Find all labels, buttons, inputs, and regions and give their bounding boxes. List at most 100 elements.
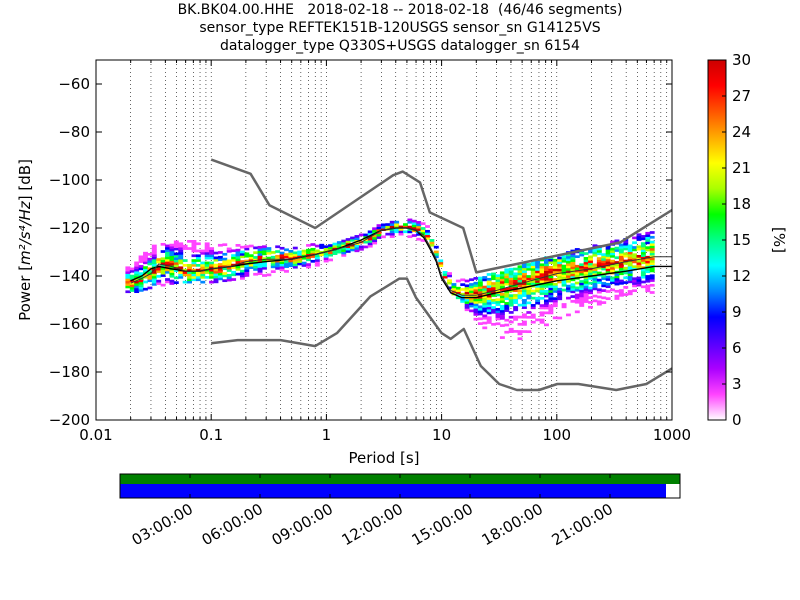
density-cell <box>204 264 210 267</box>
density-cell <box>557 261 563 265</box>
curves <box>130 158 672 392</box>
density-cell <box>420 222 426 226</box>
density-cell <box>592 285 598 288</box>
density-cell <box>636 276 642 280</box>
density-cell <box>380 223 386 227</box>
density-cell <box>169 248 175 252</box>
density-cell <box>151 273 157 277</box>
y-tick-label: −100 <box>49 171 90 189</box>
density-cell <box>517 296 523 300</box>
density-cell <box>632 282 638 285</box>
density-cell <box>645 279 651 283</box>
density-cell <box>543 277 549 281</box>
density-cell <box>614 282 620 286</box>
density-cell <box>279 263 285 267</box>
density-cell <box>416 225 422 229</box>
density-cell <box>323 254 329 258</box>
density-cell <box>151 247 157 250</box>
density-cell <box>632 265 638 269</box>
density-cell <box>583 261 589 265</box>
density-cell <box>217 243 223 247</box>
density-cell <box>508 267 514 271</box>
density-cell <box>614 297 620 300</box>
density-cell <box>143 287 148 291</box>
density-cell <box>134 263 140 267</box>
density-cell <box>301 249 307 253</box>
density-cell <box>649 276 655 280</box>
density-cell <box>447 274 452 278</box>
density-cell <box>499 295 505 299</box>
density-cell <box>209 252 215 255</box>
density-cell <box>235 265 241 269</box>
density-cell <box>574 296 580 299</box>
density-cell <box>257 267 263 271</box>
density-cell <box>143 280 148 284</box>
density-cell <box>288 249 294 253</box>
density-cell <box>425 229 430 233</box>
density-cell <box>601 277 607 280</box>
x-tick-label: 0.01 <box>79 426 112 444</box>
density-cell <box>266 247 272 250</box>
density-cell <box>610 281 615 285</box>
density-cell <box>605 266 611 269</box>
density-cell <box>632 248 638 252</box>
density-cell <box>389 230 395 234</box>
density-cell <box>433 253 439 256</box>
density-cell <box>310 259 316 263</box>
density-cell <box>579 299 585 303</box>
density-cell <box>495 283 501 287</box>
density-cell <box>596 257 602 260</box>
colorbar-tick-label: 24 <box>732 123 751 141</box>
density-cell <box>601 253 607 256</box>
density-cell <box>257 265 263 268</box>
density-cell <box>588 291 593 295</box>
density-cell <box>253 268 259 271</box>
density-cell <box>156 279 162 283</box>
density-cell <box>552 270 558 274</box>
density-cell <box>169 282 175 285</box>
density-cell <box>486 282 492 286</box>
density-cell <box>191 242 197 246</box>
density-cell <box>504 309 510 312</box>
density-cell <box>477 283 483 287</box>
density-cell <box>561 255 567 258</box>
density-cell <box>579 287 585 291</box>
density-cell <box>156 267 162 271</box>
density-cell <box>521 303 527 307</box>
density-cell <box>579 301 585 305</box>
density-cell <box>429 243 435 247</box>
density-cell <box>623 271 629 275</box>
density-cell <box>592 263 598 267</box>
density-cell <box>482 316 488 320</box>
density-cell <box>182 268 188 272</box>
density-cell <box>535 272 541 276</box>
density-cell <box>262 264 267 268</box>
density-cell <box>332 247 338 251</box>
density-cell <box>147 279 153 283</box>
density-cell <box>596 247 602 251</box>
density-cell <box>380 235 386 239</box>
density-cell <box>178 271 184 274</box>
density-cell <box>561 257 567 261</box>
density-cell <box>601 284 607 288</box>
density-cell <box>169 279 175 283</box>
density-cell <box>213 273 219 276</box>
y-tick-label: −160 <box>49 315 90 333</box>
density-cell <box>469 285 474 289</box>
density-cell <box>204 266 210 270</box>
density-cell <box>486 294 492 298</box>
density-cell <box>526 275 532 278</box>
density-cell <box>262 257 267 261</box>
density-cell <box>579 268 585 271</box>
density-cell <box>535 270 541 274</box>
density-cell <box>513 318 519 321</box>
density-cell <box>248 244 254 248</box>
density-cell <box>548 289 554 293</box>
density-cell <box>235 248 241 252</box>
density-cell <box>319 253 325 257</box>
density-cell <box>508 279 514 283</box>
density-cell <box>200 280 206 284</box>
density-cell <box>649 240 655 244</box>
density-cell <box>165 280 170 284</box>
